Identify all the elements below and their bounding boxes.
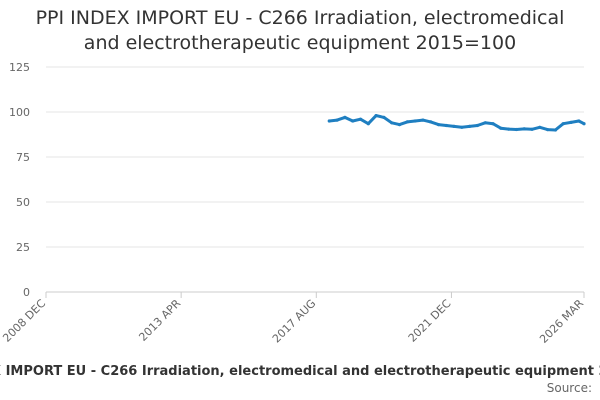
- x-tick-label: 2008 DEC: [0, 297, 48, 345]
- data-point: [452, 124, 456, 128]
- data-point: [522, 127, 526, 131]
- y-tick-label: 50: [16, 196, 30, 209]
- y-tick-label: 75: [16, 151, 30, 164]
- data-point: [327, 119, 331, 123]
- data-point: [436, 123, 441, 127]
- data-point: [413, 119, 417, 123]
- data-point: [429, 120, 433, 124]
- data-point: [553, 128, 558, 132]
- data-point: [374, 114, 378, 118]
- source-label: Source:: [546, 381, 592, 395]
- series-line: [327, 114, 586, 132]
- axes: 0 25 50 75 100 125 2008 DEC 2013 APR 2017 AUG 202…: [0, 61, 586, 346]
- data-point: [514, 127, 519, 132]
- y-tick-label: 25: [16, 241, 30, 254]
- legend-item-label: PPI INDEX IMPORT EU - C266 Irradiation, …: [0, 364, 600, 379]
- x-tick-label: 2017 AUG: [270, 297, 319, 346]
- data-point: [382, 115, 386, 119]
- data-point: [335, 118, 339, 122]
- y-tick-label: 100: [9, 106, 30, 119]
- data-point: [507, 127, 511, 131]
- data-point: [460, 125, 464, 129]
- y-tick-label: 125: [9, 61, 30, 74]
- data-point: [475, 123, 479, 128]
- data-point: [468, 124, 472, 128]
- chart-title: PPI INDEX IMPORT EU - C266 Irradiation, …: [0, 6, 600, 56]
- data-point: [491, 122, 495, 126]
- data-point: [530, 127, 534, 131]
- data-point: [405, 120, 409, 124]
- chart-title-line-2: and electrotherapeutic equipment 2015=10…: [83, 32, 517, 54]
- data-point: [397, 123, 402, 127]
- legend: PPI INDEX IMPORT EU - C266 Irradiation, …: [0, 364, 600, 382]
- chart-title-line-1: PPI INDEX IMPORT EU - C266 Irradiation, …: [35, 7, 565, 29]
- x-tick-label: 2026 MAR: [537, 297, 586, 346]
- data-point: [546, 128, 550, 132]
- grid-lines: [46, 66, 584, 248]
- data-point: [577, 119, 581, 123]
- data-point: [499, 126, 503, 130]
- y-tick-label: 0: [23, 286, 30, 299]
- data-point: [569, 120, 573, 124]
- x-tick-label: 2021 DEC: [406, 297, 454, 345]
- x-tick-label: 2013 APR: [136, 297, 183, 344]
- data-point: [483, 121, 487, 125]
- data-point: [351, 119, 355, 123]
- data-point: [358, 117, 363, 121]
- data-point: [390, 121, 394, 125]
- series-layer: [327, 114, 586, 132]
- data-point: [444, 123, 448, 128]
- data-point: [343, 115, 347, 119]
- data-point: [366, 122, 370, 126]
- data-point: [582, 122, 586, 126]
- data-point: [421, 118, 425, 122]
- data-point: [561, 122, 565, 126]
- data-point: [538, 125, 542, 129]
